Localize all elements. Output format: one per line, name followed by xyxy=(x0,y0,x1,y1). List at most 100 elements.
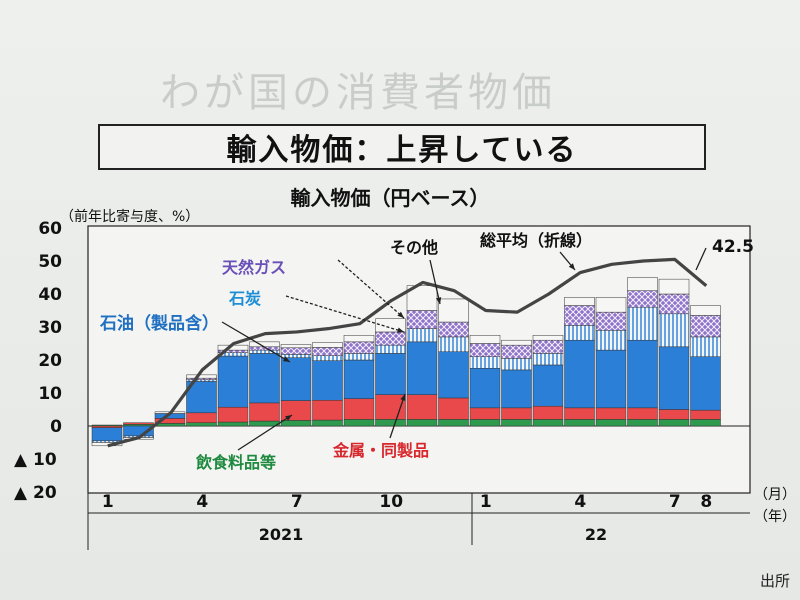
bar-segment xyxy=(595,349,627,409)
bar-segment xyxy=(406,419,438,427)
bar-segment xyxy=(312,342,343,348)
label-metals: 金属・同製品 xyxy=(332,441,429,460)
bar-segment xyxy=(280,420,312,427)
stacked-bars xyxy=(91,277,721,447)
bar-segment xyxy=(658,293,690,315)
bar-segment xyxy=(595,330,627,351)
callout-arrowhead xyxy=(283,356,290,362)
bar-segment xyxy=(627,407,658,420)
bar-segment xyxy=(627,339,658,409)
bar-segment xyxy=(249,341,280,348)
callout-arrow xyxy=(389,393,406,439)
x-tick-label: 4 xyxy=(196,492,208,512)
chart-axes: 輸入物価（円ベース） （前年比寄与度、%）60 50 40 30 20 10 0 ▲ 10 ▲ 2… xyxy=(14,186,796,550)
bar-segment xyxy=(658,419,690,427)
label-other: その他 xyxy=(390,238,438,257)
bar-segment xyxy=(627,306,658,341)
bar-segment xyxy=(532,405,564,420)
bar-segment xyxy=(595,297,627,313)
bar-segment xyxy=(501,358,532,371)
bar-segment xyxy=(658,313,690,348)
bar-segment xyxy=(658,346,690,410)
bar-segment xyxy=(186,374,217,379)
callout-arrow xyxy=(237,414,293,451)
label-natural-gas: 天然ガス xyxy=(222,258,286,277)
bar-segment xyxy=(690,315,721,338)
bar-segment xyxy=(249,402,280,422)
callout-arrowhead xyxy=(435,297,442,304)
bar-segment xyxy=(469,407,501,420)
bar-segment xyxy=(343,398,375,420)
bar-segment xyxy=(690,419,721,427)
bar-segment xyxy=(627,419,658,427)
x-tick-label: 4 xyxy=(574,492,586,512)
bar-segment xyxy=(280,400,312,421)
x-tick-label: 1 xyxy=(480,492,492,512)
bar-segment xyxy=(406,394,438,420)
bar-segment xyxy=(343,419,375,427)
label-oil: 石油（製品含） xyxy=(99,313,219,334)
bar-segment xyxy=(690,336,721,357)
bar-segment xyxy=(690,356,721,411)
label-total-average: 総平均（折線） xyxy=(480,231,592,250)
bar-segment xyxy=(501,344,532,359)
bar-segment xyxy=(564,325,595,341)
bar-segment xyxy=(186,412,217,423)
bar-segment xyxy=(217,355,249,408)
chart-title: 輸入物価（円ベース） xyxy=(291,186,490,210)
bar-segment xyxy=(312,360,343,401)
bar-segment xyxy=(438,298,469,323)
bar-segment xyxy=(438,351,469,399)
bar-segment xyxy=(658,278,690,295)
x-axis-month-label: （月） xyxy=(754,487,796,503)
bar-segment xyxy=(501,339,532,346)
bar-segment xyxy=(438,336,469,352)
year-label: 22 xyxy=(585,525,607,544)
bar-segment xyxy=(123,422,154,425)
source-label: 出所 xyxy=(760,572,791,590)
bar-segment xyxy=(91,427,123,442)
x-tick-label: 8 xyxy=(700,492,712,512)
bar-segment xyxy=(312,400,343,421)
bar-segment xyxy=(532,339,564,354)
bar-segment xyxy=(438,321,469,338)
bar-segment xyxy=(532,353,564,366)
bar-segment xyxy=(627,277,658,291)
x-tick-label: 7 xyxy=(669,492,681,512)
callout-arrowhead xyxy=(285,415,292,421)
y-tick-label: ▲ 10 xyxy=(14,450,57,470)
bar-segment xyxy=(564,419,595,427)
y-tick-label: 60 xyxy=(38,219,62,239)
bar-segment xyxy=(469,419,501,427)
bar-segment xyxy=(343,359,375,399)
bar-segment xyxy=(658,409,690,420)
bar-segment xyxy=(91,442,123,447)
callout-line-total xyxy=(695,247,707,271)
callout-arrowhead xyxy=(397,327,404,333)
bar-segment xyxy=(375,318,406,333)
bar-segment xyxy=(532,335,564,341)
bar-segment xyxy=(375,344,406,354)
bar-segment xyxy=(564,339,595,409)
bar-segment xyxy=(280,357,312,401)
bar-segment xyxy=(595,419,627,427)
bar-segment xyxy=(217,421,249,427)
callout-arrowhead xyxy=(397,311,404,318)
x-tick-label: 1 xyxy=(102,492,114,512)
bar-segment xyxy=(690,305,721,316)
bar-segment xyxy=(249,353,280,404)
bar-segment xyxy=(564,297,595,306)
bar-segment xyxy=(375,331,406,346)
bar-segment xyxy=(343,341,375,354)
bar-segment xyxy=(595,311,627,331)
bar-segment xyxy=(469,343,501,357)
y-tick-label: 20 xyxy=(38,351,62,371)
x-tick-label: 7 xyxy=(291,492,303,512)
callout-arrow xyxy=(285,295,405,333)
bar-segment xyxy=(217,406,249,423)
bar-segment xyxy=(343,353,375,361)
x-axis-year-label: （年） xyxy=(754,509,796,525)
bar-segment xyxy=(280,347,312,355)
